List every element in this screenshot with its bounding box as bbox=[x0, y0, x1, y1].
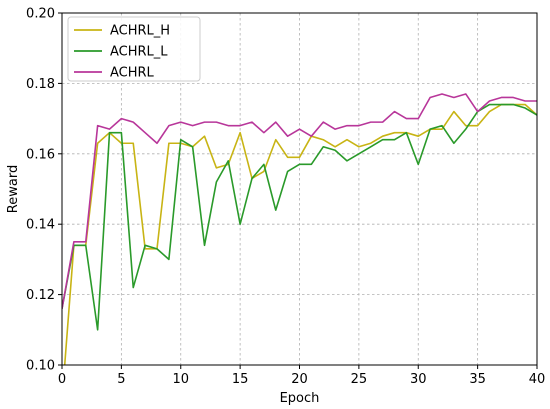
x-tick-label: 0 bbox=[58, 372, 66, 387]
y-axis-label: Reward bbox=[6, 165, 21, 213]
x-tick-label: 40 bbox=[529, 372, 546, 387]
series-line-achrl bbox=[62, 93, 537, 309]
x-tick-label: 15 bbox=[232, 372, 249, 387]
x-tick-label: 25 bbox=[351, 372, 368, 387]
y-tick-label: 0.10 bbox=[26, 359, 55, 374]
x-tick-label: 35 bbox=[469, 372, 486, 387]
legend-label: ACHRL_L bbox=[110, 45, 168, 60]
x-tick-label: 20 bbox=[291, 372, 308, 387]
x-axis-label: Epoch bbox=[280, 391, 320, 406]
legend: ACHRL_H ACHRL_L ACHRL bbox=[67, 16, 201, 82]
legend-box bbox=[67, 16, 201, 82]
x-tick-label: 30 bbox=[410, 372, 427, 387]
x-axis-ticks: 0 5 10 15 20 25 30 35 40 bbox=[58, 365, 545, 387]
y-axis-ticks: 0.10 0.12 0.14 0.16 0.18 0.20 bbox=[26, 7, 62, 374]
x-tick-label: 10 bbox=[172, 372, 189, 387]
x-tick-label: 5 bbox=[117, 372, 125, 387]
y-tick-label: 0.14 bbox=[26, 218, 55, 233]
series-lines bbox=[62, 93, 537, 365]
y-tick-label: 0.18 bbox=[26, 77, 55, 92]
y-tick-label: 0.16 bbox=[26, 147, 55, 162]
y-tick-label: 0.12 bbox=[26, 288, 55, 303]
legend-label: ACHRL_H bbox=[110, 24, 170, 39]
series-line-achrl-h bbox=[63, 103, 537, 365]
legend-label: ACHRL bbox=[110, 66, 155, 81]
y-tick-label: 0.20 bbox=[26, 7, 55, 22]
series-line-achrl-l bbox=[62, 103, 537, 331]
